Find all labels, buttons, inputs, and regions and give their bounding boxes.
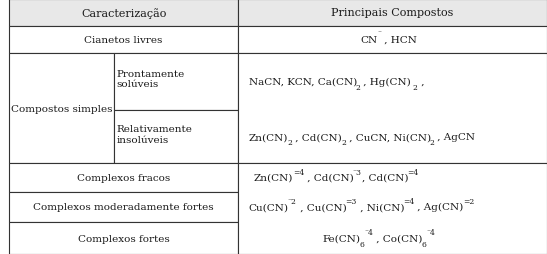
Text: , Cd(CN): , Cd(CN): [362, 173, 408, 182]
Text: Zn(CN): Zn(CN): [254, 173, 293, 182]
Text: , CuCN, Ni(CN): , CuCN, Ni(CN): [346, 133, 431, 142]
Text: Fe(CN): Fe(CN): [323, 234, 360, 243]
Text: 6: 6: [422, 240, 427, 248]
Text: , Cd(CN): , Cd(CN): [304, 173, 353, 182]
Text: Cianetos livres: Cianetos livres: [84, 36, 163, 44]
Text: , Cd(CN): , Cd(CN): [292, 133, 342, 142]
Text: Relativamente
insolúveis: Relativamente insolúveis: [117, 125, 193, 144]
Text: CN: CN: [360, 36, 377, 44]
Text: =4: =4: [293, 168, 304, 176]
Text: ⁻2: ⁻2: [288, 197, 297, 205]
Text: ⁻4: ⁻4: [365, 229, 374, 236]
Bar: [9, 164, 238, 192]
Bar: [9, 222, 238, 254]
Bar: [238, 27, 547, 53]
Bar: [9, 27, 238, 53]
Text: ⁻3: ⁻3: [353, 168, 362, 176]
Text: , Cu(CN): , Cu(CN): [296, 202, 346, 212]
Text: ,: ,: [418, 77, 424, 86]
Bar: [9, 0, 238, 27]
Text: ⁻: ⁻: [377, 30, 381, 38]
Text: 6: 6: [360, 240, 365, 248]
Text: , Hg(CN): , Hg(CN): [360, 77, 414, 86]
Text: ⁻4: ⁻4: [427, 229, 435, 236]
Bar: [114, 110, 238, 164]
Text: =4: =4: [404, 197, 415, 205]
Text: , Ag(CN): , Ag(CN): [415, 202, 464, 212]
Text: Caracterização: Caracterização: [81, 8, 166, 19]
Text: Complexos moderadamente fortes: Complexos moderadamente fortes: [33, 202, 214, 212]
Text: 2: 2: [287, 139, 292, 147]
Text: =4: =4: [407, 168, 418, 176]
Text: Complexos fortes: Complexos fortes: [78, 234, 170, 243]
Bar: [9, 192, 238, 222]
Text: Complexos fracos: Complexos fracos: [77, 173, 170, 182]
Text: Compostos simples: Compostos simples: [11, 104, 113, 113]
Text: Principais Compostos: Principais Compostos: [331, 8, 453, 18]
Text: , AgCN: , AgCN: [434, 133, 475, 142]
Bar: [9, 53, 114, 164]
Text: Zn(CN): Zn(CN): [249, 133, 288, 142]
Bar: [114, 53, 238, 110]
Text: 2: 2: [429, 139, 434, 147]
Text: , Ni(CN): , Ni(CN): [357, 202, 404, 212]
Text: , HCN: , HCN: [381, 36, 417, 44]
Text: 2: 2: [341, 139, 346, 147]
Text: , Co(CN): , Co(CN): [374, 234, 423, 243]
Text: 2: 2: [355, 84, 360, 91]
Text: Prontamente
solúveis: Prontamente solúveis: [117, 70, 185, 89]
Text: Cu(CN): Cu(CN): [249, 202, 289, 212]
Text: =2: =2: [463, 197, 474, 205]
Bar: [238, 53, 547, 164]
Bar: [238, 164, 547, 254]
Bar: [238, 0, 547, 27]
Text: 2: 2: [413, 84, 418, 91]
Text: =3: =3: [346, 197, 357, 205]
Text: NaCN, KCN, Ca(CN): NaCN, KCN, Ca(CN): [249, 77, 357, 86]
